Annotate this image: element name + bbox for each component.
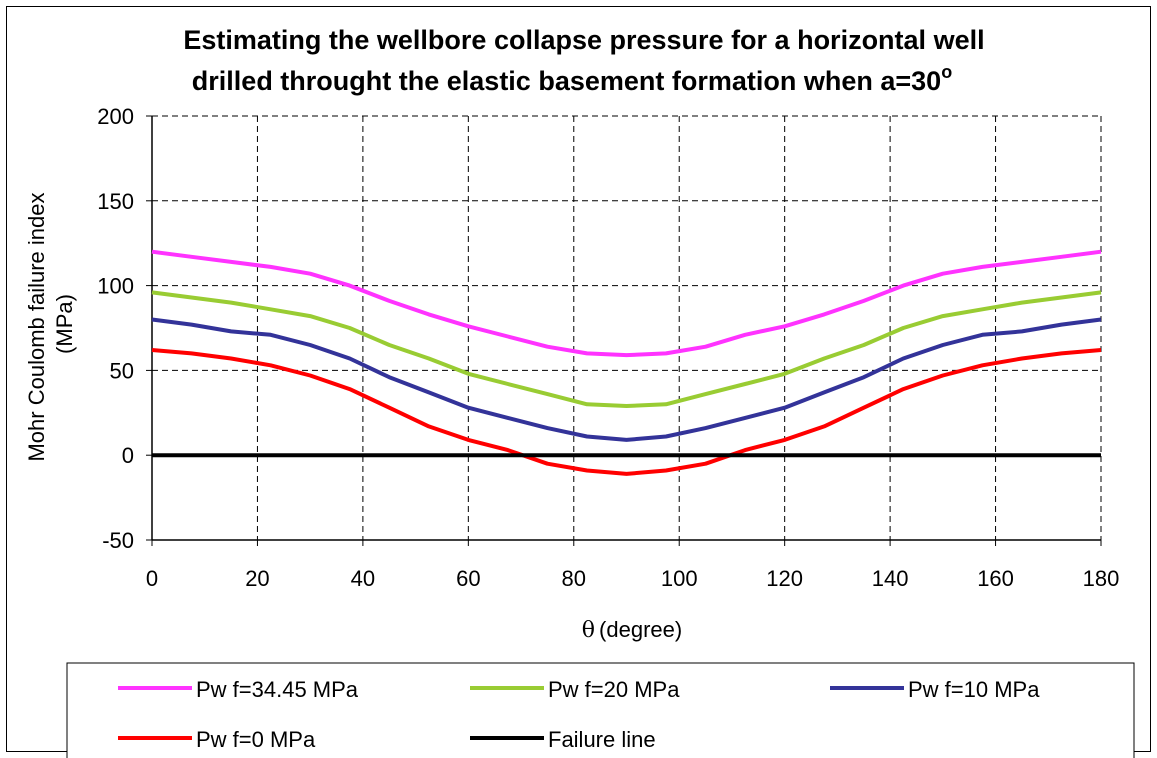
x-tick-label: 0 (146, 566, 158, 591)
x-tick-label: 120 (766, 566, 803, 591)
y-axis-label-line-2: (MPa) (52, 294, 77, 354)
y-axis-label-line-1: Mohr Coulomb failure index (24, 192, 49, 461)
x-axis-label-symbol: θ (582, 618, 595, 643)
legend-label-0: Pw f=34.45 MPa (196, 677, 359, 702)
legend-label-4: Failure line (548, 727, 656, 752)
series-line-1 (151, 290, 1102, 408)
x-axis-label-text: (degree) (599, 617, 682, 642)
x-tick-label: 180 (1083, 566, 1120, 591)
chart-title-superscript: o (941, 62, 952, 82)
y-tick-label: 0 (122, 443, 134, 468)
x-tick-label: 140 (872, 566, 909, 591)
x-tick-label: 40 (351, 566, 375, 591)
axes (146, 115, 1102, 546)
y-tick-label: -50 (102, 528, 134, 553)
x-tick-label: 100 (661, 566, 698, 591)
legend-label-3: Pw f=0 MPa (196, 727, 316, 752)
x-tick-label: 60 (456, 566, 480, 591)
x-tick-labels: 0 20 40 60 80 100 120 140 160 180 (146, 566, 1119, 591)
chart-title-line-2-text: drilled throught the elastic basement fo… (192, 66, 941, 96)
chart-title-line-2: drilled throught the elastic basement fo… (192, 62, 952, 96)
legend-label-2: Pw f=10 MPa (908, 677, 1040, 702)
y-tick-labels: -50 0 50 100 150 200 (97, 104, 134, 553)
chart-title-line-1: Estimating the wellbore collapse pressur… (183, 25, 984, 55)
y-tick-label: 50 (110, 358, 134, 383)
x-tick-label: 160 (977, 566, 1014, 591)
legend-label-1: Pw f=20 MPa (548, 677, 680, 702)
y-tick-label: 150 (97, 189, 134, 214)
y-tick-label: 200 (97, 104, 134, 129)
series-line-2 (151, 317, 1102, 442)
y-tick-label: 100 (97, 274, 134, 299)
series-line-3 (151, 348, 1102, 476)
series-lines (151, 249, 1102, 476)
legend-box (66, 662, 1135, 758)
legend: Pw f=34.45 MPa Pw f=20 MPa Pw f=10 MPa Pw f… (118, 677, 1040, 752)
x-axis-label: θ (degree) (582, 617, 682, 643)
grid (152, 115, 1102, 540)
x-tick-label: 20 (245, 566, 269, 591)
series-line-0 (151, 249, 1102, 358)
x-tick-label: 80 (562, 566, 586, 591)
